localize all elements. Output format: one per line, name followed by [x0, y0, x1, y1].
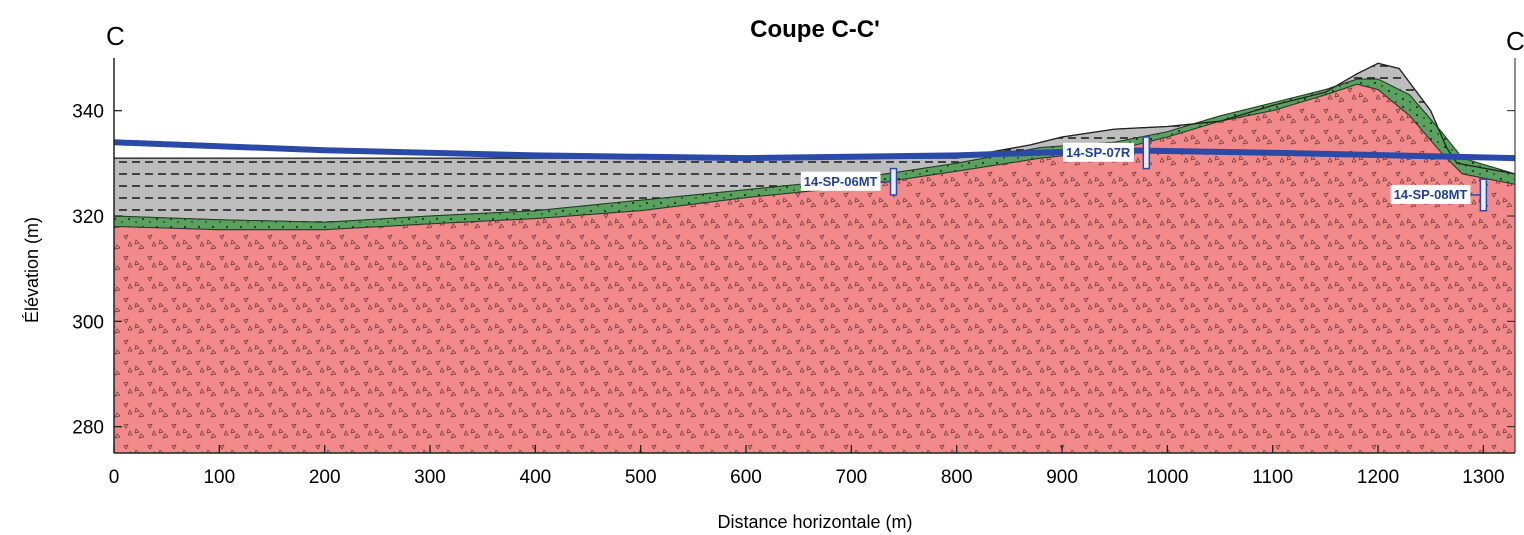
well-label: 14-SP-07R [1066, 145, 1131, 160]
well-label-background [1063, 142, 1134, 162]
corner-label-right: C' [1506, 26, 1524, 56]
plot-frame [113, 58, 1516, 454]
well-screen [1479, 178, 1488, 212]
x-tick-label: 800 [941, 467, 973, 488]
x-tick-label: 1100 [1252, 467, 1293, 488]
y-tick-label: 280 [72, 418, 104, 439]
section-title: Coupe C-C' [750, 16, 880, 43]
well-14-sp-08mt: 14-SP-08MT [1390, 178, 1488, 212]
y-axis-ticks: 280 300 320 340 [72, 102, 1515, 439]
well-screen [889, 167, 898, 196]
x-tick-label: 1200 [1357, 467, 1399, 488]
strata [114, 62, 1515, 453]
clay-dash-pattern [114, 63, 1515, 223]
y-tick-label: 320 [72, 207, 104, 228]
x-tick-label: 1000 [1146, 467, 1188, 488]
well-screen [1142, 136, 1151, 170]
x-tick-label: 0 [109, 467, 120, 488]
well-label-background [800, 171, 881, 191]
well-14-sp-06mt: 14-SP-06MT [800, 167, 898, 196]
water-table-line [114, 139, 1515, 162]
x-tick-label: 300 [414, 467, 446, 488]
x-axis-ticks: 0 100 200 300 400 500 600 700 800 900 1000 1100 1200… [109, 445, 1505, 488]
x-tick-label: 100 [203, 467, 235, 488]
well-label: 14-SP-08MT [1394, 187, 1468, 202]
corner-label-left: C [106, 21, 125, 51]
y-tick-label: 300 [72, 312, 104, 333]
well-14-sp-07r: 14-SP-07R [1063, 136, 1151, 170]
x-tick-label: 700 [836, 467, 868, 488]
y-axis-label: Élévation (m) [22, 217, 42, 323]
x-axis-label: Distance horizontale (m) [717, 512, 912, 532]
wells: 14-SP-06MT 14-SP-07R 14-SP-08MT [800, 136, 1488, 212]
x-tick-label: 1300 [1462, 467, 1504, 488]
x-tick-label: 600 [730, 467, 762, 488]
y-tick-label: 340 [72, 102, 104, 123]
bedrock-triangle-pattern [114, 84, 1515, 453]
well-label-background [1390, 184, 1471, 204]
x-tick-label: 400 [520, 467, 552, 488]
well-label: 14-SP-06MT [804, 174, 878, 189]
x-tick-label: 900 [1046, 467, 1078, 488]
x-tick-label: 200 [309, 467, 341, 488]
x-tick-label: 500 [625, 467, 657, 488]
